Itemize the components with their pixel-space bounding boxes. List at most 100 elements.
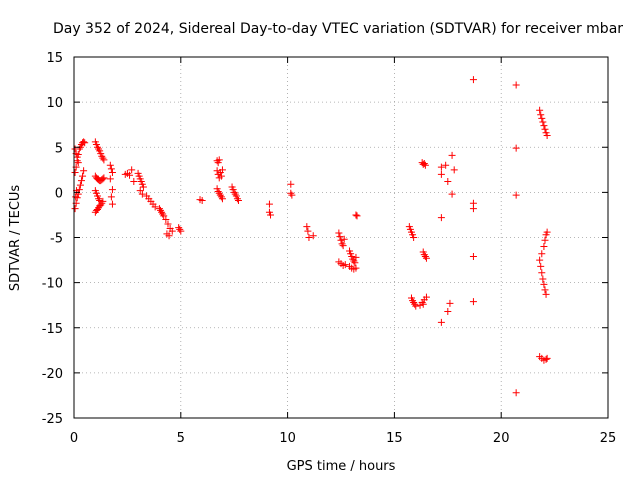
x-tick-label: 15 (386, 431, 403, 446)
data-point (162, 215, 170, 223)
data-point (309, 232, 317, 240)
data-point (71, 205, 79, 213)
data-point (350, 257, 358, 265)
data-point (341, 261, 349, 269)
data-point (80, 138, 88, 146)
data-point (231, 190, 239, 198)
data-point (512, 144, 520, 152)
data-point (420, 159, 428, 167)
data-point (79, 172, 87, 180)
data-point (538, 269, 546, 277)
data-marks (71, 76, 551, 397)
data-point (512, 81, 520, 89)
data-point (537, 111, 545, 119)
data-point (421, 161, 429, 169)
y-tick-label: 5 (55, 141, 63, 156)
data-point (340, 235, 348, 243)
data-point (177, 227, 185, 235)
data-point (130, 178, 138, 186)
grid (74, 57, 608, 418)
data-point (446, 299, 454, 307)
y-tick-label: 15 (46, 51, 63, 66)
data-point (108, 169, 116, 177)
data-point (337, 236, 345, 244)
data-point (198, 196, 206, 204)
data-point (216, 191, 224, 199)
data-point (73, 153, 81, 161)
data-point (168, 227, 176, 235)
data-point (422, 293, 430, 301)
data-point (165, 232, 173, 240)
data-point (80, 167, 88, 175)
data-point (108, 186, 116, 194)
data-point (543, 228, 551, 236)
y-tick-label: -15 (42, 322, 63, 337)
data-point (448, 190, 456, 198)
data-point (542, 355, 550, 363)
data-point (536, 256, 544, 264)
data-point (541, 236, 549, 244)
data-point (265, 200, 273, 208)
data-point (107, 165, 115, 173)
y-tick-label: 10 (46, 96, 63, 111)
data-point (338, 240, 346, 248)
data-point (99, 175, 107, 183)
data-point (422, 254, 430, 262)
data-point (412, 302, 420, 310)
data-point (155, 205, 163, 213)
data-point (444, 178, 452, 186)
data-point (349, 255, 357, 263)
data-point (218, 166, 226, 174)
data-point (107, 193, 115, 201)
data-point (450, 166, 458, 174)
data-point (336, 233, 344, 241)
data-point (95, 145, 103, 153)
data-point (411, 300, 419, 308)
data-point (151, 203, 159, 211)
data-point (536, 106, 544, 114)
data-point (351, 259, 359, 267)
data-point (126, 171, 134, 179)
data-point (71, 145, 79, 153)
data-point (410, 298, 418, 306)
data-point (537, 262, 545, 270)
data-point (303, 223, 311, 231)
data-point (233, 195, 241, 203)
y-axis-label: SDTVAR / TECUs (8, 185, 23, 292)
data-point (157, 206, 165, 214)
data-point (437, 318, 445, 326)
data-point (128, 166, 136, 174)
data-point (288, 191, 296, 199)
data-point (437, 214, 445, 222)
data-point (352, 253, 360, 261)
data-point (71, 169, 79, 177)
data-point (541, 125, 549, 133)
data-point (175, 224, 183, 232)
data-point (538, 114, 546, 122)
data-point (538, 250, 546, 258)
data-point (469, 252, 477, 260)
data-point (138, 190, 146, 198)
data-point (444, 308, 452, 316)
data-point (218, 195, 226, 203)
data-point (93, 143, 101, 151)
data-point (234, 196, 242, 204)
data-point (421, 252, 429, 260)
data-point (304, 227, 312, 235)
data-point (159, 210, 167, 218)
y-tick-label: -5 (50, 232, 63, 247)
data-point (77, 177, 85, 185)
data-point (287, 180, 295, 188)
data-point (98, 152, 106, 160)
data-point (72, 193, 80, 201)
data-point (540, 122, 548, 130)
x-tick-label: 20 (493, 431, 510, 446)
data-point (230, 188, 238, 196)
y-tick-label: -10 (42, 277, 63, 292)
data-point (543, 132, 551, 140)
data-point (74, 159, 82, 167)
data-point (469, 205, 477, 213)
data-point (512, 389, 520, 397)
y-tick-label: 0 (55, 186, 63, 201)
axis-ticks: 0 5 10 15 20 25 -25 -20 -15 -10 -5 0 5 10 15 (42, 51, 617, 446)
